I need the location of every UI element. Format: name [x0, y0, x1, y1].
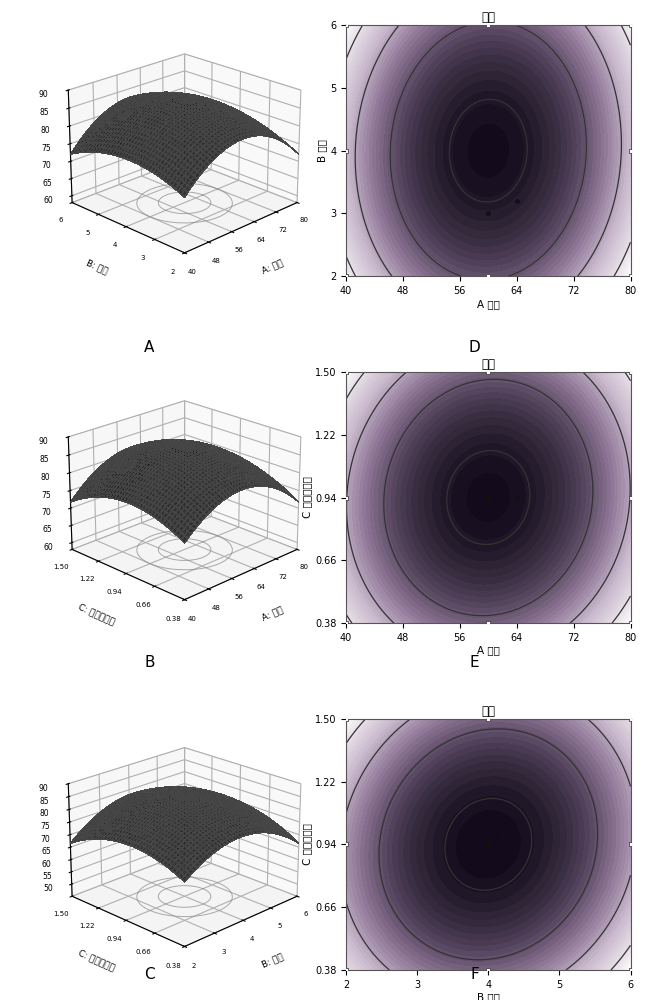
Y-axis label: C: 氯乙酸用量: C: 氯乙酸用量: [77, 602, 116, 626]
Text: E: E: [470, 655, 479, 670]
X-axis label: A 温度: A 温度: [477, 646, 500, 656]
Text: F: F: [470, 967, 479, 982]
Title: 得率: 得率: [481, 705, 495, 718]
X-axis label: A: 温度: A: 温度: [261, 605, 285, 622]
Y-axis label: B 时间: B 时间: [317, 139, 328, 162]
Y-axis label: C: 氯乙酸用量: C: 氯乙酸用量: [77, 948, 116, 972]
X-axis label: A: 温度: A: 温度: [261, 258, 285, 275]
Y-axis label: C 氯乙酸用量: C 氯乙酸用量: [302, 477, 312, 518]
Text: D: D: [469, 340, 480, 355]
Text: C: C: [144, 967, 155, 982]
Y-axis label: B: 时间: B: 时间: [84, 258, 109, 276]
X-axis label: B: 时间: B: 时间: [261, 952, 285, 969]
Text: B: B: [144, 655, 155, 670]
Title: 得率: 得率: [481, 358, 495, 371]
X-axis label: B 时间: B 时间: [477, 992, 500, 1000]
Y-axis label: C 氯乙酸用量: C 氯乙酸用量: [302, 823, 312, 865]
Text: A: A: [144, 340, 155, 355]
X-axis label: A 温度: A 温度: [477, 299, 500, 309]
Title: 得率: 得率: [481, 11, 495, 24]
